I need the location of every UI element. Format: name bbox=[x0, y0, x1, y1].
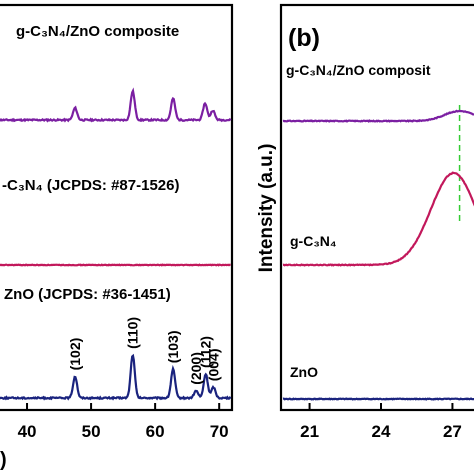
panel-b-curves bbox=[282, 109, 474, 401]
panel-a-x-tick-label: 70 bbox=[210, 422, 229, 441]
panel-a-series-line bbox=[0, 263, 231, 267]
panel-a-x-tick-label: 40 bbox=[18, 422, 37, 441]
panel-b-x-tick-label: 27 bbox=[443, 422, 462, 441]
panel-a-peak-label: (103) bbox=[165, 331, 181, 364]
panel-a-gcn-label: -C₃N₄ (JCPDS: #87-1526) bbox=[2, 177, 179, 194]
panel-a-peak-labels: (102) (110) (103) (200)(112)(004) bbox=[67, 317, 221, 385]
panel-a-axis-partial-label: ) bbox=[0, 449, 7, 471]
panel-a-peak-label: (102) bbox=[67, 338, 83, 371]
panel-a-frame bbox=[0, 3, 234, 412]
panel-a-zno-label: ZnO (JCPDS: #36-1451) bbox=[4, 286, 171, 303]
panel-a-peak-label: (004) bbox=[205, 349, 221, 382]
panel-a-peak-label: (110) bbox=[125, 317, 141, 349]
panel-b-x-tick-label: 21 bbox=[300, 422, 319, 441]
panel-a-peak-label: (200) bbox=[188, 352, 204, 385]
panel-b-series-line bbox=[282, 171, 474, 267]
panel-a-x-tick-label: 50 bbox=[82, 422, 101, 441]
panel-a-peak-label: (112) bbox=[198, 336, 214, 368]
panel-b: (b) 21 24 27 Intensity (a.u.) g-C₃N₄/ZnO c… bbox=[256, 3, 474, 441]
panel-b-series-line bbox=[282, 109, 474, 123]
panel-a-x-ticks: 40 50 60 70 bbox=[18, 403, 229, 441]
panel-b-letter: (b) bbox=[288, 24, 320, 52]
panel-b-series-line bbox=[282, 397, 474, 401]
panel-b-x-tick-label: 24 bbox=[372, 422, 391, 441]
panel-b-x-ticks: 21 24 27 bbox=[300, 403, 462, 441]
panel-b-gcn-label: g-C₃N₄ bbox=[290, 233, 337, 249]
panel-b-composite-label: g-C₃N₄/ZnO composit bbox=[286, 62, 431, 78]
panel-b-ylabel: Intensity (a.u.) bbox=[256, 144, 277, 273]
panel-a-series-line bbox=[0, 87, 232, 123]
panel-a-series-line bbox=[0, 353, 232, 401]
panel-a: 40 50 60 70 (102)(110) (103)(200)(112)(004) … bbox=[0, 3, 234, 471]
panel-a-x-tick-label: 60 bbox=[146, 422, 165, 441]
panel-b-zno-label: ZnO bbox=[290, 364, 318, 380]
panel-a-composite-label: g-C₃N₄/ZnO composite bbox=[16, 23, 179, 40]
panel-a-curves bbox=[0, 87, 232, 401]
